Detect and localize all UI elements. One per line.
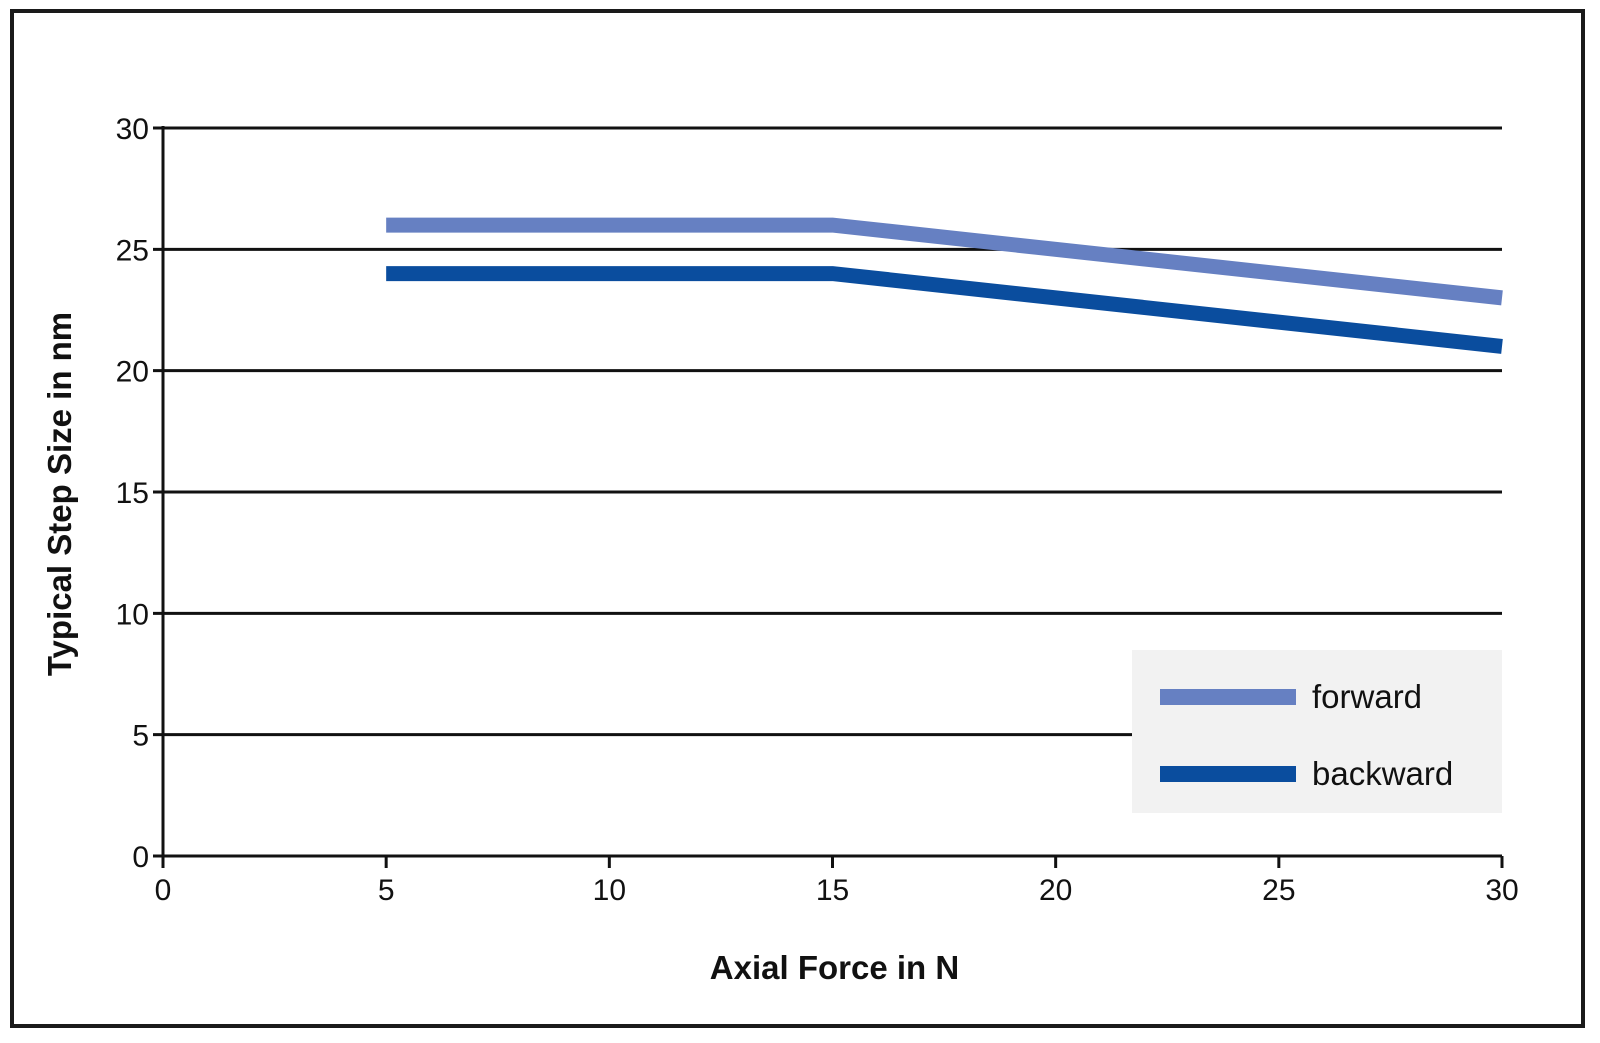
chart-frame <box>10 9 1585 1028</box>
x-tick-label-30: 30 <box>1485 874 1518 907</box>
series-line-forward <box>386 217 1503 306</box>
legend-label-forward: forward <box>1312 678 1422 715</box>
x-tick-label-20: 20 <box>1039 874 1072 907</box>
y-tick-label-10: 10 <box>116 598 149 631</box>
legend: forward backward <box>1132 650 1502 813</box>
legend-background <box>1132 650 1502 813</box>
tick-labels: 0 5 10 15 20 25 30 0 5 10 15 20 25 30 <box>116 113 1519 907</box>
legend-label-backward: backward <box>1312 755 1453 792</box>
y-tick-label-20: 20 <box>116 356 149 389</box>
x-tick-label-0: 0 <box>155 874 172 907</box>
series-lines <box>386 217 1503 354</box>
y-tick-label-25: 25 <box>116 234 149 267</box>
x-tick-label-25: 25 <box>1262 874 1295 907</box>
x-tick-label-15: 15 <box>816 874 849 907</box>
series-line-backward <box>386 266 1503 354</box>
y-tick-label-0: 0 <box>132 841 149 874</box>
x-tick-label-10: 10 <box>593 874 626 907</box>
x-axis-title: Axial Force in N <box>710 949 959 986</box>
y-tick-label-15: 15 <box>116 477 149 510</box>
axes <box>153 126 1504 868</box>
x-tick-label-5: 5 <box>378 874 395 907</box>
y-axis-title: Typical Step Size in nm <box>41 312 78 676</box>
y-tick-label-5: 5 <box>132 720 149 753</box>
y-tick-label-30: 30 <box>116 113 149 146</box>
